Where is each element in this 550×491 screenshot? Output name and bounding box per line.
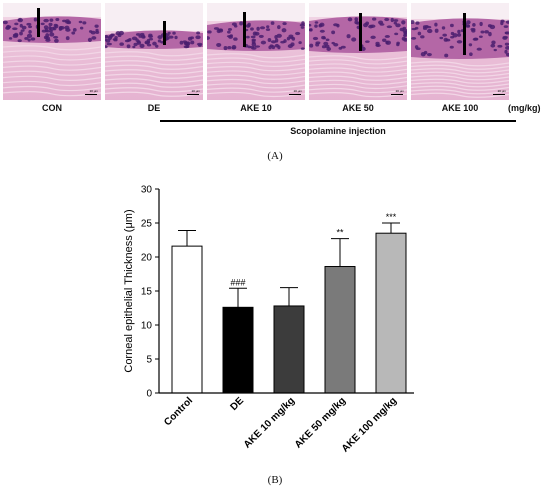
- bar: [273, 305, 305, 394]
- x-tick-label: Control: [162, 395, 195, 428]
- significance-label: ###: [230, 277, 245, 287]
- histology-tile-4: 20 μm: [309, 3, 407, 100]
- y-tick-label: 15: [141, 287, 153, 298]
- scale-bar-label: 20 μm: [89, 89, 98, 93]
- bar: [222, 306, 254, 394]
- x-tick-label: AKE 100 mg/kg: [340, 395, 399, 454]
- y-tick-label: 0: [146, 389, 152, 400]
- panel-a: 20 μm CON 20 μm DE 20 μm AKE 10 20 μm AKE 50 20 …: [0, 0, 550, 162]
- histology-tile-1: 20 μm: [3, 3, 101, 100]
- scale-bar: [85, 94, 97, 95]
- bar: [324, 266, 356, 394]
- x-tick-label: AKE 10 mg/kg: [242, 395, 297, 450]
- x-tick-label: DE: [229, 395, 247, 413]
- y-tick-label: 5: [146, 355, 152, 366]
- tile-label: DE: [147, 103, 161, 113]
- histology-tile-3: 20 μm: [207, 3, 305, 100]
- tile-label: AKE 10: [240, 103, 272, 113]
- scale-bar-label: 20 μm: [497, 89, 506, 93]
- scale-bar-label: 20 μm: [395, 89, 404, 93]
- y-tick-label: 25: [141, 219, 153, 230]
- caption-b: (B): [267, 474, 283, 486]
- histology-tile-5: 20 μm: [411, 3, 509, 100]
- tile-label: AKE 100: [441, 103, 479, 113]
- scale-bar-label: 20 μm: [191, 89, 200, 93]
- caption-a: (A): [267, 150, 283, 162]
- scale-bar-label: 20 μm: [293, 89, 302, 93]
- tile-label: CON: [42, 103, 62, 113]
- x-tick-label: AKE 50 mg/kg: [293, 395, 348, 450]
- scale-bar: [493, 94, 505, 95]
- injection-line: [160, 120, 516, 122]
- significance-label: ***: [386, 212, 397, 222]
- scale-bar: [289, 94, 301, 95]
- injection-label: Scopolamine injection: [290, 126, 386, 136]
- histology-tile-2: 20 μm: [105, 3, 203, 100]
- scale-bar: [391, 94, 403, 95]
- bar: [171, 245, 203, 394]
- y-axis-label: Corneal epithelial Thickness (μm): [123, 209, 135, 372]
- unit-label: (mg/kg): [508, 103, 541, 113]
- thickness-bar-chart: 0 5 10 15 20 25 30 Corneal epithelial Thickness…: [123, 185, 414, 455]
- significance-label: **: [336, 228, 344, 238]
- scale-bar: [187, 94, 199, 95]
- tile-label: AKE 50: [342, 103, 374, 113]
- y-tick-label: 20: [141, 253, 153, 264]
- y-tick-label: 30: [141, 185, 153, 196]
- bar: [375, 232, 407, 394]
- y-tick-label: 10: [141, 321, 153, 332]
